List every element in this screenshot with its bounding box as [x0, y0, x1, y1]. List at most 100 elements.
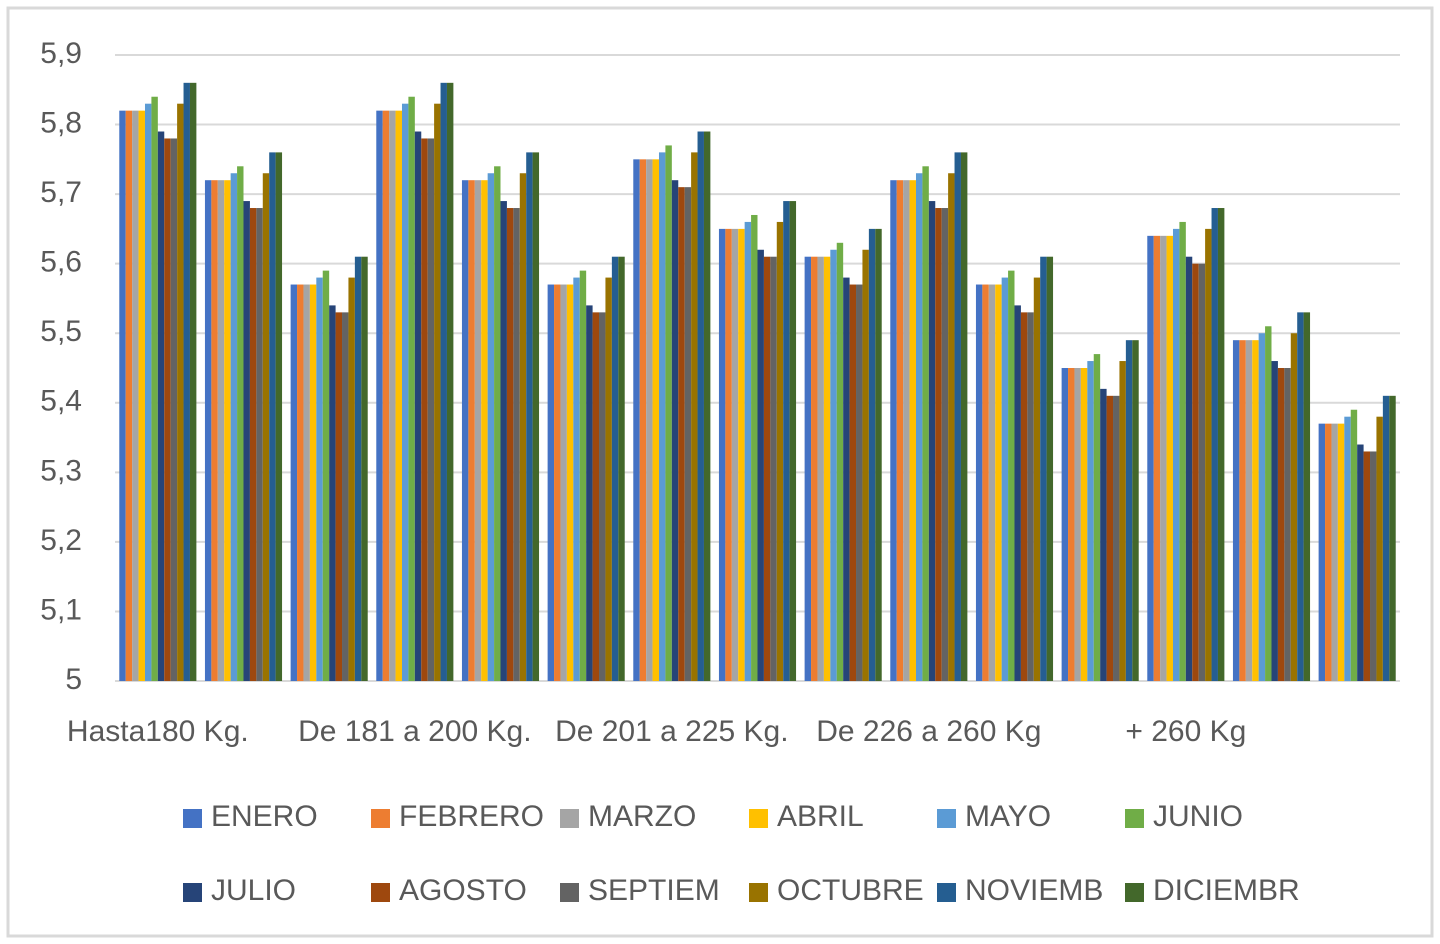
- x-tick-label: + 260 Kg: [1125, 715, 1246, 748]
- bar: [691, 152, 698, 681]
- bar: [718, 228, 726, 681]
- bar: [1217, 208, 1225, 681]
- bar: [506, 208, 514, 681]
- bar: [982, 284, 989, 681]
- bar: [297, 284, 304, 681]
- bar: [237, 166, 244, 682]
- bar: [599, 312, 606, 681]
- bar: [275, 152, 283, 681]
- bar: [1290, 333, 1298, 681]
- bar: [1205, 228, 1212, 681]
- bar: [249, 208, 257, 681]
- bar: [519, 173, 527, 681]
- bar: [1113, 395, 1120, 681]
- bar: [633, 159, 640, 682]
- bar: [988, 284, 996, 681]
- bar: [817, 256, 824, 681]
- bar: [823, 256, 831, 681]
- bar: [119, 110, 126, 681]
- bar: [1357, 444, 1364, 681]
- bar: [547, 284, 555, 681]
- bar: [1325, 423, 1332, 681]
- bar: [1040, 256, 1047, 681]
- bar: [1265, 326, 1272, 681]
- bar: [763, 256, 771, 681]
- bar: [461, 180, 469, 681]
- bar: [954, 152, 961, 681]
- bar: [909, 180, 916, 681]
- bar: [230, 173, 238, 681]
- bar: [1350, 409, 1358, 681]
- bar: [513, 208, 520, 681]
- bar: [132, 110, 139, 681]
- x-tick-label: Hasta180 Kg.: [67, 715, 249, 748]
- bar: [401, 103, 409, 681]
- bar: [618, 256, 625, 681]
- bar: [1252, 340, 1259, 681]
- bar: [1100, 388, 1107, 681]
- bar: [1185, 256, 1193, 681]
- legend-swatch: [937, 809, 956, 828]
- bar: [960, 152, 968, 681]
- bar: [868, 228, 876, 681]
- bar: [500, 201, 507, 682]
- bar: [1389, 395, 1396, 681]
- bar: [144, 103, 152, 681]
- bar: [703, 131, 711, 681]
- bar: [1318, 423, 1326, 681]
- bar: [421, 138, 428, 681]
- bar: [290, 284, 298, 681]
- y-tick-label: 5,8: [40, 106, 82, 139]
- bar: [1232, 340, 1240, 681]
- legend-label: JULIO: [211, 874, 296, 907]
- bar: [1093, 354, 1101, 681]
- x-tick-label: De 226 a 260 Kg: [816, 715, 1041, 748]
- bar: [652, 159, 659, 682]
- bar: [890, 180, 897, 681]
- bar: [183, 82, 190, 682]
- bar: [224, 180, 231, 681]
- bar: [751, 214, 758, 681]
- bar: [566, 284, 574, 681]
- bar: [830, 249, 837, 681]
- bar: [1160, 235, 1167, 681]
- bar: [1087, 361, 1094, 681]
- bar: [605, 277, 612, 681]
- bar: [164, 138, 171, 681]
- bar: [903, 180, 910, 681]
- bar: [1068, 368, 1075, 681]
- bar: [189, 82, 197, 682]
- bar: [789, 201, 797, 682]
- bar: [481, 180, 488, 681]
- bar: [211, 180, 218, 681]
- bar: [1376, 416, 1383, 681]
- bar: [342, 312, 349, 681]
- bar: [684, 187, 692, 681]
- bar: [316, 277, 323, 681]
- bar: [217, 180, 225, 681]
- bar: [1198, 263, 1206, 681]
- legend-swatch: [371, 809, 390, 828]
- bar: [269, 152, 276, 681]
- bar: [1033, 277, 1041, 681]
- bar: [731, 228, 739, 681]
- bar: [770, 256, 777, 681]
- bar: [157, 131, 165, 681]
- bar: [532, 152, 540, 681]
- bar: [1271, 361, 1278, 681]
- bar: [1132, 340, 1139, 681]
- bar: [804, 256, 812, 681]
- bar: [875, 228, 882, 681]
- bar: [1192, 263, 1199, 681]
- bar: [843, 277, 850, 681]
- bar: [309, 284, 317, 681]
- bar: [1166, 235, 1173, 681]
- legend-swatch: [183, 809, 202, 828]
- bar: [204, 180, 212, 681]
- bar: [1020, 312, 1028, 681]
- bar: [322, 270, 330, 681]
- bar: [811, 256, 818, 681]
- bar: [361, 256, 368, 681]
- bar: [1046, 256, 1054, 681]
